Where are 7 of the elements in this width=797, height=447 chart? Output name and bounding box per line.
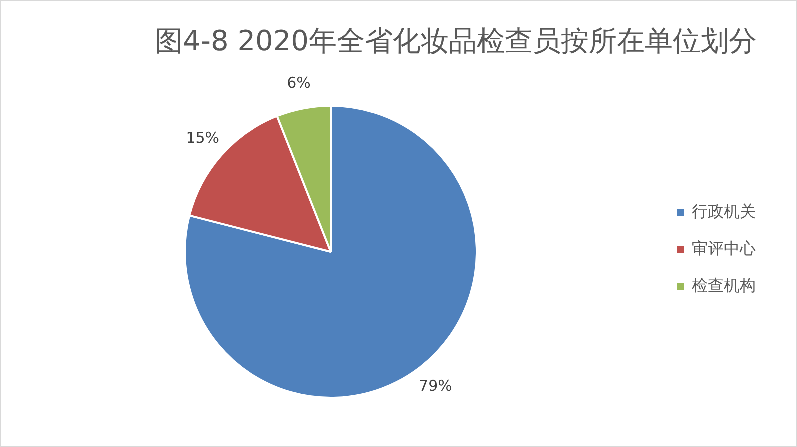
legend-label: 检查机构 — [692, 276, 756, 296]
data-label: 79% — [419, 376, 452, 395]
data-label: 15% — [186, 128, 220, 147]
data-label: 6% — [287, 74, 311, 92]
chart-title: 图4-8 2020年全省化妆品检查员按所在单位划分 — [155, 24, 757, 58]
legend-label: 审评中心 — [692, 239, 756, 258]
legend-label: 行政机关 — [692, 202, 756, 222]
